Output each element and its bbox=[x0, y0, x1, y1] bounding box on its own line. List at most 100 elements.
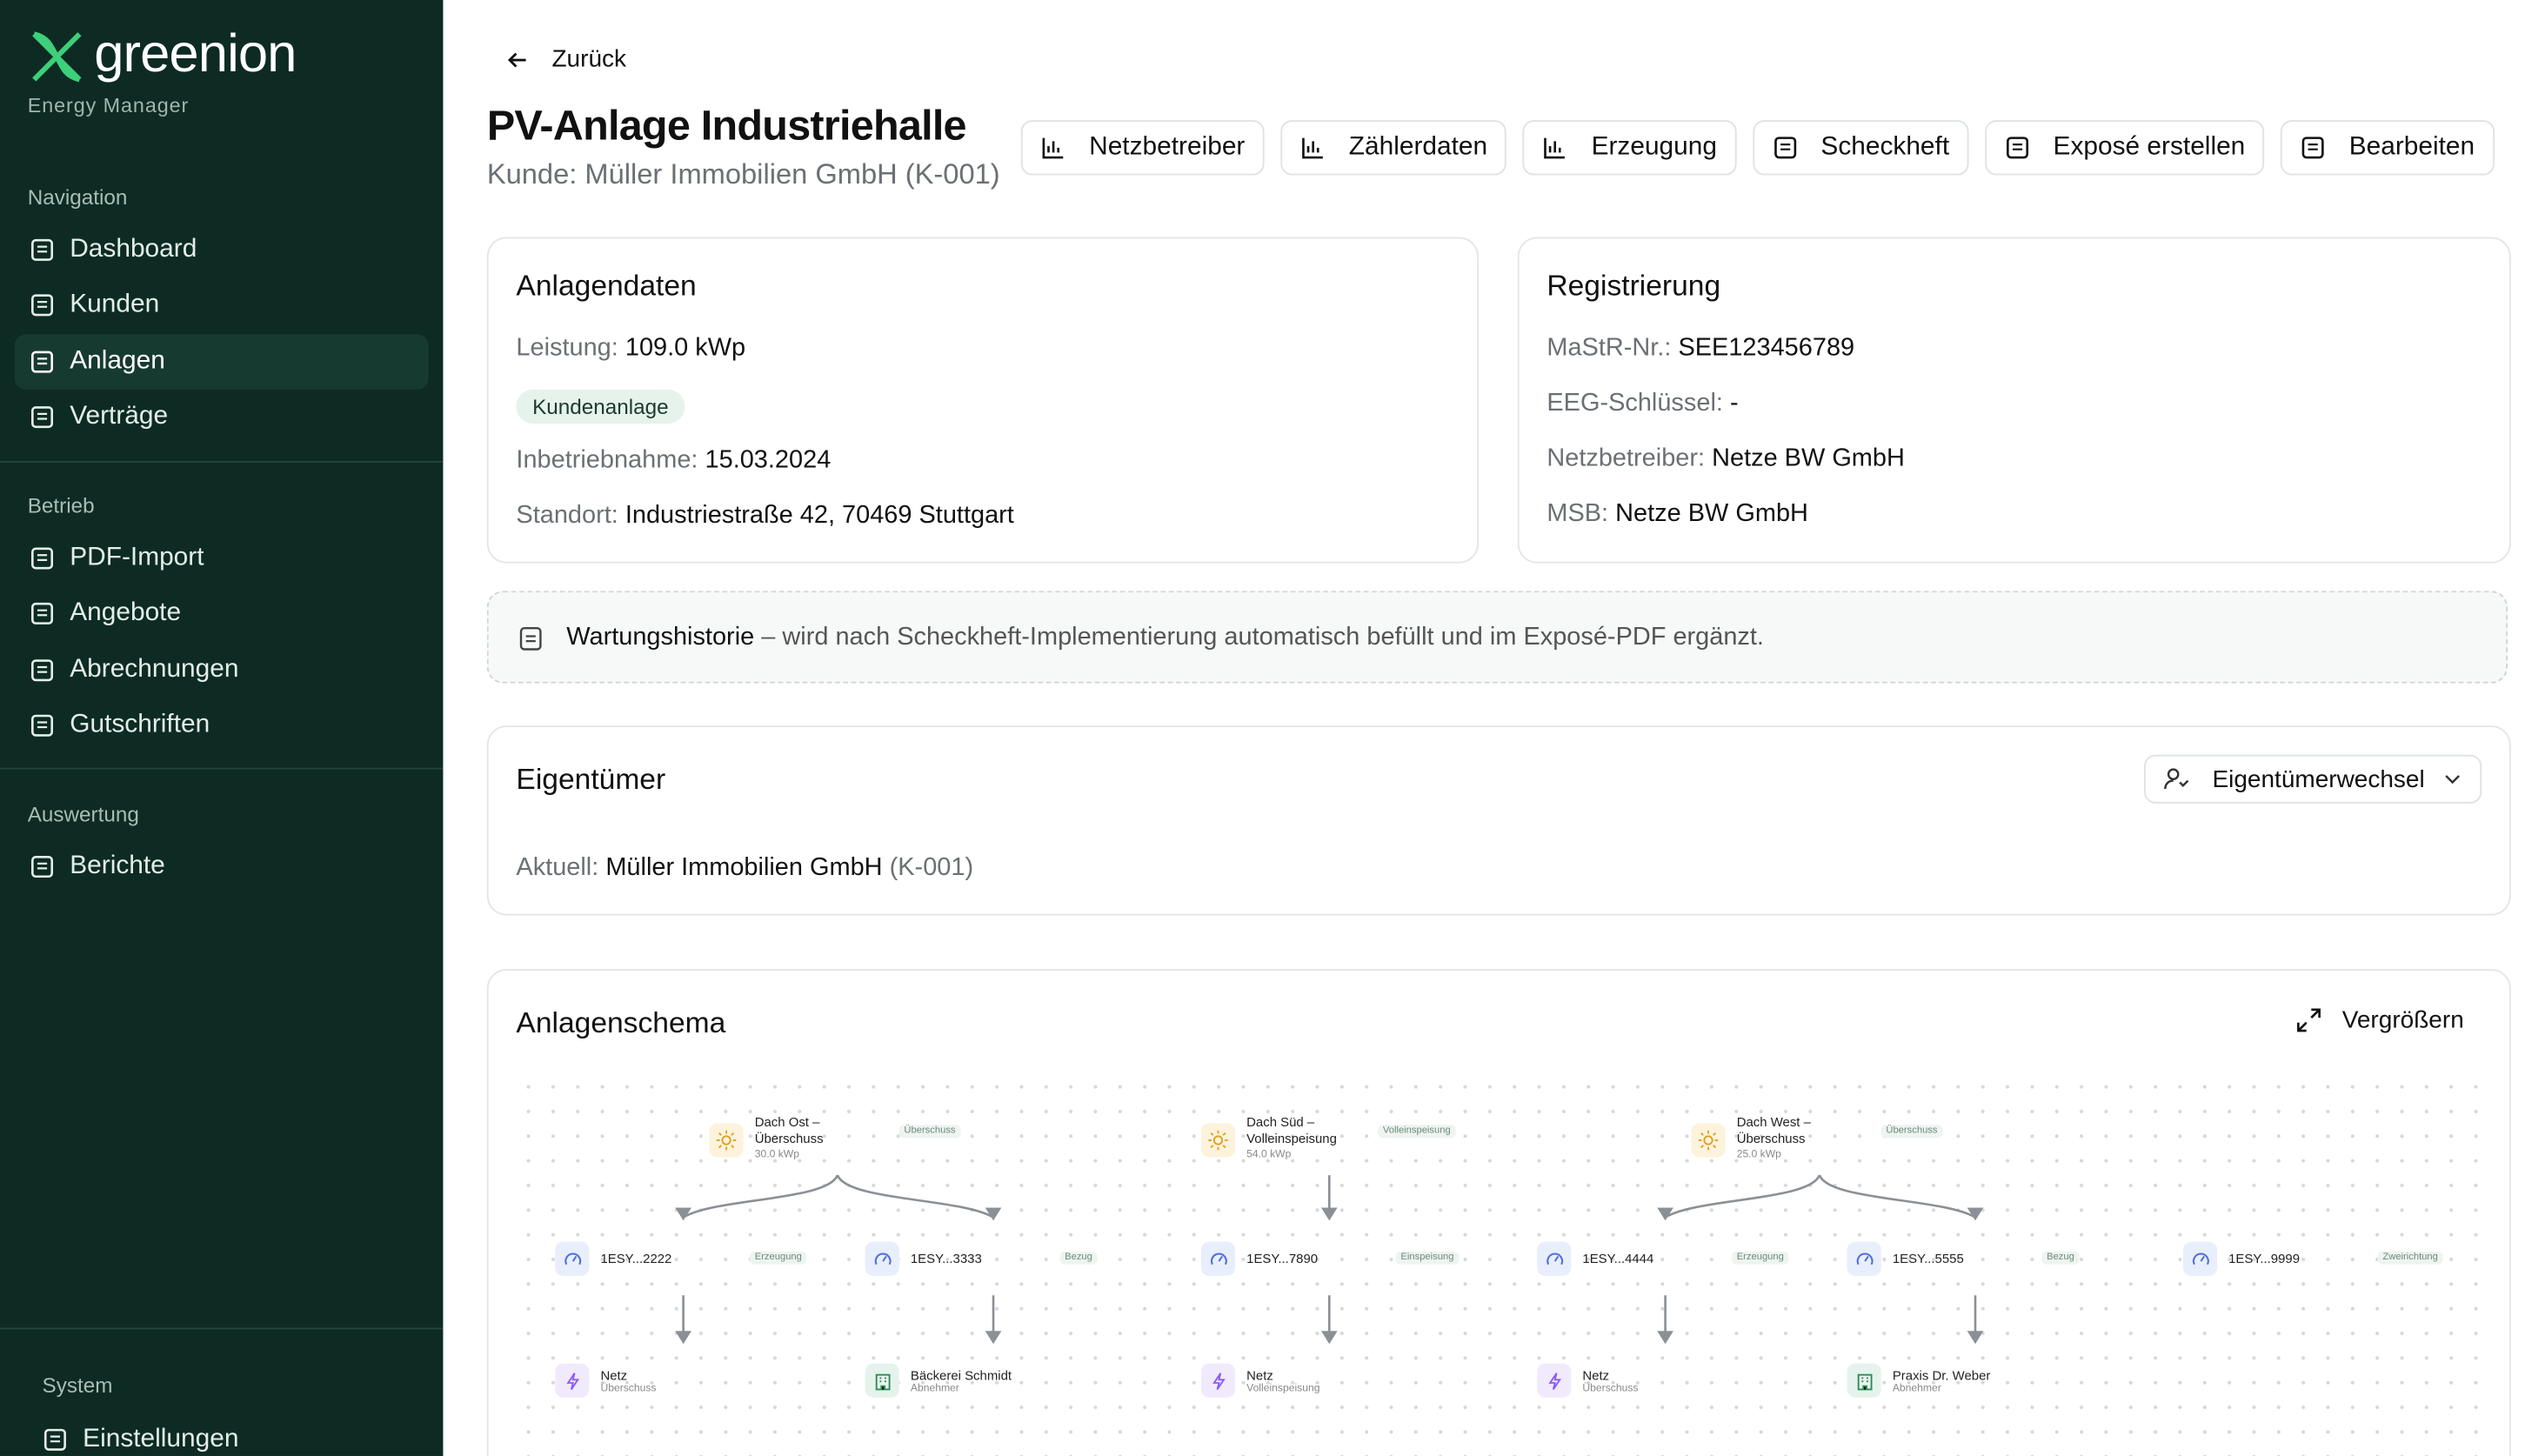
nav-item[interactable]: Kunden bbox=[15, 278, 429, 333]
nav-section-title: Betrieb bbox=[27, 493, 95, 518]
nav-label: Verträge bbox=[70, 402, 169, 431]
node-text: 1ESY...2222 bbox=[600, 1252, 671, 1266]
field-value: Netze BW GmbH bbox=[1712, 444, 1905, 473]
expand-button[interactable]: Vergrößern bbox=[2296, 1006, 2464, 1034]
nav-item[interactable]: Berichte bbox=[15, 839, 429, 894]
field: MSB: Netze BW GmbH bbox=[1546, 500, 1808, 530]
nav-section-title: System bbox=[42, 1373, 113, 1398]
back-text: Zurück bbox=[551, 45, 627, 73]
notice-title: Wartungshistorie bbox=[566, 622, 755, 651]
nav-label: Angebote bbox=[70, 599, 182, 627]
button-label: Exposé erstellen bbox=[2053, 133, 2246, 161]
node-text: Praxis Dr. Weber Abnehmer bbox=[1893, 1367, 1991, 1393]
node-sub: Überschuss bbox=[1582, 1382, 1639, 1394]
node-tag: Einspeisung bbox=[1395, 1251, 1460, 1265]
button-label: Bearbeiten bbox=[2348, 133, 2475, 161]
node-name: 1ESY...9999 bbox=[2228, 1251, 2301, 1266]
nav-item[interactable]: Abrechnungen bbox=[15, 642, 429, 697]
toolbar-button[interactable]: Bearbeiten bbox=[2281, 120, 2495, 176]
toolbar-button[interactable]: Exposé erstellen bbox=[1985, 120, 2265, 176]
owner-row: Aktuell: Müller Immobilien GmbH (K-001) bbox=[516, 854, 973, 884]
field: MaStR-Nr.: SEE123456789 bbox=[1546, 334, 1854, 364]
node-name: 1ESY...3333 bbox=[910, 1251, 982, 1266]
toolbar-button[interactable]: Netzbetreiber bbox=[1020, 120, 1265, 176]
node-name: Netz bbox=[600, 1367, 628, 1383]
field-value: - bbox=[1729, 389, 1739, 417]
nav-item[interactable]: Anlagen bbox=[14, 333, 429, 390]
node-text: Netz Volleinspeisung bbox=[1246, 1367, 1319, 1393]
node-name: Dach West – Überschuss bbox=[1736, 1115, 1811, 1146]
nav-item[interactable]: Einstellungen bbox=[28, 1413, 442, 1456]
nav-item[interactable]: Gutschriften bbox=[15, 698, 429, 752]
node-tag: Erzeugung bbox=[1732, 1251, 1789, 1265]
node-icon bbox=[865, 1363, 899, 1398]
node-icon bbox=[865, 1241, 899, 1276]
field-value: 15.03.2024 bbox=[705, 446, 832, 474]
node-name: 1ESY...4444 bbox=[1582, 1251, 1654, 1266]
node-name: Dach Ost – Überschuss bbox=[754, 1115, 824, 1146]
button-label: Netzbetreiber bbox=[1089, 133, 1246, 161]
sidebar: greenion Energy Manager Navigation Dashbo… bbox=[0, 0, 444, 1456]
node-name: 1ESY...7890 bbox=[1246, 1251, 1319, 1266]
node-icon bbox=[555, 1363, 590, 1398]
schema-node[interactable]: Dach Süd – Volleinspeisung 54.0 kWp Vollei… bbox=[1200, 1115, 1456, 1164]
node-icon bbox=[1847, 1363, 1881, 1398]
schema-node[interactable]: Dach Ost – Überschuss 30.0 kWp Überschuss bbox=[709, 1115, 961, 1164]
notice-text: – wird nach Scheckheft-Implementierung a… bbox=[754, 622, 1764, 651]
nav-item[interactable]: Angebote bbox=[15, 586, 429, 641]
node-name: 1ESY...2222 bbox=[600, 1251, 672, 1266]
schema-node[interactable]: Netz Volleinspeisung bbox=[1200, 1363, 1319, 1398]
schema-node[interactable]: 1ESY...3333 Bezug bbox=[865, 1241, 1098, 1276]
notice: Wartungshistorie – wird nach Scheckheft-… bbox=[486, 591, 2508, 684]
field-label: Standort: bbox=[516, 501, 618, 530]
schema-node[interactable]: 1ESY...9999 Zweirichtung bbox=[2182, 1241, 2443, 1276]
schema-node[interactable]: 1ESY...7890 Einspeisung bbox=[1200, 1241, 1460, 1276]
toolbar-button[interactable]: Zählerdaten bbox=[1280, 120, 1507, 176]
node-text: 1ESY...5555 bbox=[1893, 1252, 1964, 1266]
node-tag: Bezug bbox=[1059, 1251, 1098, 1265]
owner-change-button[interactable]: Eigentümerwechsel bbox=[2144, 754, 2482, 804]
nav-section-title: Auswertung bbox=[27, 801, 139, 826]
card-title: Anlagendaten bbox=[516, 269, 697, 303]
node-text: 1ESY...4444 bbox=[1582, 1252, 1653, 1266]
schema-node[interactable]: 1ESY...5555 Bezug bbox=[1847, 1241, 2080, 1276]
schema-node[interactable]: Netz Überschuss bbox=[555, 1363, 657, 1398]
node-icon bbox=[1691, 1122, 1726, 1157]
node-sub: Überschuss bbox=[600, 1382, 657, 1394]
toolbar-button[interactable]: Scheckheft bbox=[1753, 120, 1969, 176]
schema-node[interactable]: Netz Überschuss bbox=[1537, 1363, 1638, 1398]
owner-name: Müller Immobilien GmbH bbox=[605, 853, 883, 882]
schema-node[interactable]: 1ESY...4444 Erzeugung bbox=[1537, 1241, 1789, 1276]
field: Leistung: 109.0 kWp bbox=[516, 334, 745, 364]
nav-label: Gutschriften bbox=[70, 711, 210, 738]
field-label: MaStR-Nr.: bbox=[1546, 334, 1672, 363]
separator bbox=[0, 461, 444, 463]
nav-item[interactable]: Verträge bbox=[15, 390, 429, 444]
schema-canvas bbox=[516, 1074, 2481, 1456]
toolbar-button[interactable]: Erzeugung bbox=[1523, 120, 1737, 176]
card-title: Eigentümer bbox=[516, 763, 666, 796]
nav-item[interactable]: Dashboard bbox=[15, 223, 429, 277]
schema-node[interactable]: Bäckerei Schmidt Abnehmer bbox=[865, 1363, 1012, 1398]
toolbar: Netzbetreiber Zählerdaten Erzeugung Scheckh… bbox=[1020, 120, 2495, 176]
schema-node[interactable]: 1ESY...2222 Erzeugung bbox=[555, 1241, 807, 1276]
schema-node[interactable]: Praxis Dr. Weber Abnehmer bbox=[1847, 1363, 1991, 1398]
tagline: Energy Manager bbox=[27, 94, 190, 117]
separator bbox=[0, 767, 444, 770]
logo bbox=[32, 31, 82, 83]
back-link[interactable]: Zurück bbox=[506, 45, 626, 73]
node-text: Netz Überschuss bbox=[1582, 1367, 1638, 1393]
node-sub: 54.0 kWp bbox=[1246, 1149, 1292, 1161]
schema-node[interactable]: Dach West – Überschuss 25.0 kWp Überschuss bbox=[1691, 1115, 1943, 1164]
field-value: SEE123456789 bbox=[1678, 334, 1855, 363]
field-value: 109.0 kWp bbox=[625, 334, 746, 363]
registrierung-card: Registrierung MaStR-Nr.: SEE123456789 EEG… bbox=[1517, 237, 2511, 564]
field-value: Industriestraße 42, 70469 Stuttgart bbox=[625, 501, 1014, 530]
node-text: 1ESY...3333 bbox=[911, 1252, 982, 1266]
node-text: 1ESY...9999 bbox=[2228, 1252, 2300, 1266]
node-name: Bäckerei Schmidt bbox=[910, 1367, 1012, 1383]
node-sub: Abnehmer bbox=[1892, 1382, 1941, 1394]
nav-item[interactable]: PDF-Import bbox=[15, 531, 429, 585]
field: Standort: Industriestraße 42, 70469 Stut… bbox=[516, 502, 1013, 531]
